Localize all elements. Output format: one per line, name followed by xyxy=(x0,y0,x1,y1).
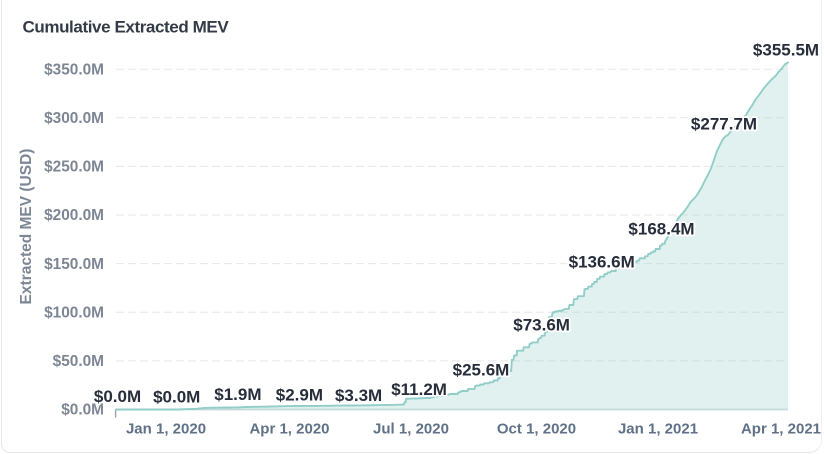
svg-text:$150.0M: $150.0M xyxy=(44,256,104,273)
svg-text:Apr 1, 2021: Apr 1, 2021 xyxy=(741,421,821,438)
svg-text:$355.5M: $355.5M xyxy=(753,41,819,60)
svg-text:$73.6M: $73.6M xyxy=(513,316,570,335)
svg-text:$0.0M: $0.0M xyxy=(94,387,141,406)
svg-text:$136.6M: $136.6M xyxy=(569,253,635,272)
svg-text:Apr 1, 2020: Apr 1, 2020 xyxy=(249,421,329,438)
svg-text:Jan 1, 2021: Jan 1, 2021 xyxy=(618,421,698,438)
svg-text:$300.0M: $300.0M xyxy=(44,110,104,127)
svg-text:$100.0M: $100.0M xyxy=(44,305,104,322)
svg-text:$0.0M: $0.0M xyxy=(61,402,104,419)
svg-text:$25.6M: $25.6M xyxy=(453,361,510,380)
svg-text:Jul 1, 2020: Jul 1, 2020 xyxy=(373,421,449,438)
svg-text:$350.0M: $350.0M xyxy=(44,61,104,78)
svg-text:Extracted MEV (USD): Extracted MEV (USD) xyxy=(18,149,35,305)
svg-text:$0.0M: $0.0M xyxy=(153,388,200,407)
svg-text:$250.0M: $250.0M xyxy=(44,159,104,176)
svg-text:$11.2M: $11.2M xyxy=(391,380,447,399)
svg-text:$200.0M: $200.0M xyxy=(44,207,104,224)
svg-text:$50.0M: $50.0M xyxy=(53,353,104,370)
svg-text:Oct 1, 2020: Oct 1, 2020 xyxy=(497,421,576,438)
svg-text:$168.4M: $168.4M xyxy=(628,220,694,239)
svg-text:$1.9M: $1.9M xyxy=(214,385,261,404)
svg-text:$3.3M: $3.3M xyxy=(335,386,382,405)
svg-text:Cumulative Extracted MEV: Cumulative Extracted MEV xyxy=(23,18,230,37)
svg-text:$2.9M: $2.9M xyxy=(276,386,323,405)
svg-text:$277.7M: $277.7M xyxy=(691,115,757,134)
svg-text:Jan 1, 2020: Jan 1, 2020 xyxy=(126,421,206,438)
